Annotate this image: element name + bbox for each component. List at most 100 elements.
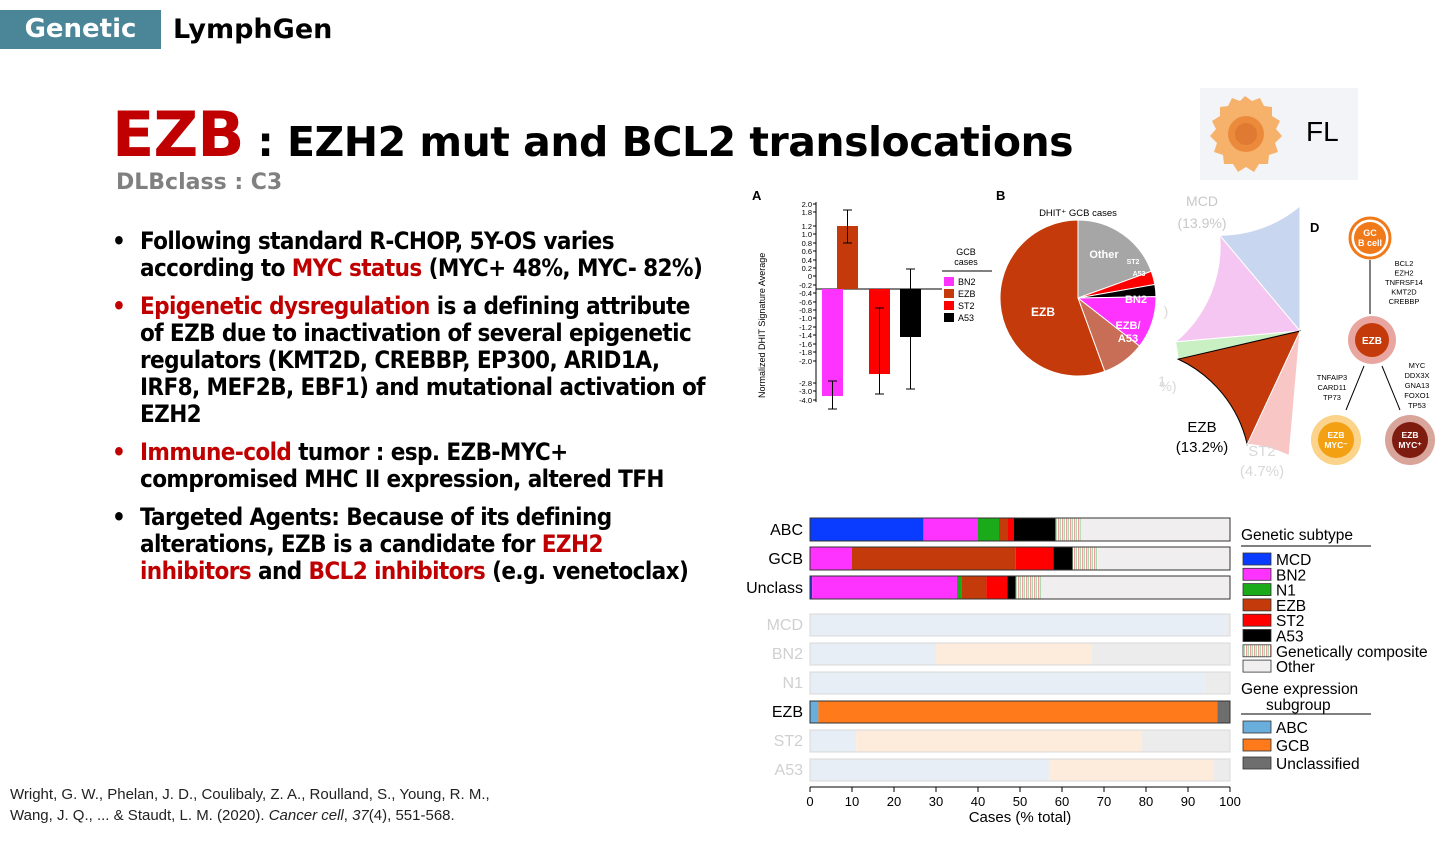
y-tick-label: -0.4	[799, 289, 812, 298]
slice-label: Other	[1089, 249, 1119, 261]
bullet-item: • Following standard R-CHOP, 5Y-OS varies…	[110, 228, 710, 282]
legend-title: Gene expression	[1241, 681, 1358, 698]
gene-label: TP53	[1408, 401, 1426, 410]
bar-segment	[810, 672, 1205, 694]
legend-title: subgroup	[1266, 697, 1331, 714]
gc-label: GC	[1363, 228, 1377, 238]
legend-swatch	[1242, 598, 1272, 612]
pie-label: ST2	[1248, 443, 1276, 460]
bullet-item: • Immune-cold tumor : esp. EZB-MYC+ compr…	[110, 439, 710, 493]
arrow-line	[1381, 365, 1401, 411]
row-label: A53	[775, 762, 804, 779]
legend-swatch	[1242, 629, 1272, 642]
bar-segment	[1204, 672, 1230, 694]
legend-swatch	[1242, 756, 1272, 770]
legend-title: GCB	[956, 247, 976, 257]
citation-journal: Cancer cell	[268, 807, 344, 824]
slice-ezb	[999, 219, 1106, 377]
legend-swatch	[1242, 644, 1272, 658]
section-tag: Genetic	[0, 10, 161, 49]
y-tick-label: -3.0	[799, 387, 812, 396]
x-tick-label: 40	[971, 794, 985, 809]
bullet-highlight: Epigenetic dysregulation	[140, 292, 430, 320]
bar-segment	[1041, 576, 1230, 599]
arrow-line	[1345, 365, 1365, 411]
slice-label: EZB/	[1115, 320, 1140, 332]
panel-a-chart: A 2.01.8 1.21.00.80.60.40.20-0.2-0.4-0.6-0…	[752, 188, 992, 410]
bar-segment	[1015, 576, 1041, 599]
legend-label: Genetically composite	[1276, 644, 1428, 661]
gene-label: DDX3X	[1404, 371, 1429, 380]
row-label: MCD	[767, 617, 803, 634]
bar-segment	[1055, 518, 1081, 541]
legend-swatch	[1242, 720, 1272, 734]
slice-label: ST2	[1127, 259, 1140, 266]
bullet-dot: •	[112, 292, 126, 320]
gene-label: EZH2	[1394, 269, 1413, 278]
gene-label: BCL2	[1395, 259, 1414, 268]
gene-label: TNFRSF14	[1385, 278, 1423, 287]
bar-segment	[812, 576, 957, 599]
legend-swatch	[944, 301, 954, 310]
y-tick-label: -1.2	[799, 323, 812, 332]
slice-label: EZB	[1031, 305, 1055, 319]
bullet-text: Targeted Agents: Because of its defining…	[140, 503, 612, 558]
pie-label: 1	[1158, 373, 1166, 389]
x-tick-label: 70	[1097, 794, 1111, 809]
bar-segment	[810, 547, 852, 570]
y-tick-label: -2.0	[799, 357, 812, 366]
bar-bn2	[822, 289, 843, 396]
y-tick-label: 1.8	[802, 208, 812, 217]
bar-outline	[809, 613, 1231, 637]
fl-label: FL	[1306, 116, 1339, 147]
legend-swatch	[1242, 552, 1272, 566]
y-tick-label: -4.0	[799, 396, 812, 405]
slice-label: BN2	[1125, 294, 1147, 306]
y-tick-label: -1.4	[799, 331, 812, 340]
legend-swatch	[1242, 738, 1272, 752]
legend-swatch	[1242, 567, 1272, 581]
myc-pos-node	[1392, 422, 1428, 458]
bar-segment	[810, 614, 1226, 636]
gene-label: GNA13	[1405, 381, 1430, 390]
bar-segment	[818, 701, 1218, 723]
bar-segment	[852, 547, 1016, 570]
bullet-dot: •	[112, 227, 126, 255]
row-label: EZB	[772, 704, 803, 721]
ezb-node	[1355, 323, 1389, 357]
citation-line2: Wang, J. Q., ... & Staudt, L. M. (2020).…	[10, 807, 455, 824]
bar-segment	[1013, 518, 1056, 541]
bar-ezb	[837, 226, 858, 289]
gene-label: CREBBP	[1389, 297, 1420, 306]
x-tick-label: 100	[1219, 794, 1241, 809]
bar-segment	[810, 643, 936, 665]
bullet-text: and	[251, 557, 309, 585]
myc-neg-node	[1318, 422, 1354, 458]
legend-swatch	[1242, 613, 1272, 627]
legend-title: cases	[954, 257, 978, 267]
myc-pos-label: EZB	[1402, 430, 1419, 440]
bar-segment	[957, 576, 962, 599]
bar-segment	[1072, 547, 1098, 570]
y-tick-label: 0.6	[802, 247, 812, 256]
bar-segment	[810, 759, 1050, 781]
bar-segment	[978, 518, 999, 541]
slice-bn2	[1173, 233, 1302, 343]
bar-segment	[856, 730, 1142, 752]
legend-label: BN2	[958, 277, 976, 287]
myc-neg-label: EZB	[1328, 430, 1345, 440]
pie-label: EZB	[1187, 419, 1216, 436]
legend-swatch	[1242, 659, 1272, 673]
bullet-text: is a defining attribute of EZB due to in…	[140, 292, 706, 428]
panel-b-pie: B DHIT⁺ GCB cases Other ST2 A53 BN2 EZB/A53 EZB	[996, 188, 1157, 377]
bar-segment	[1091, 643, 1230, 665]
gene-label: FOXO1	[1404, 391, 1429, 400]
legend-label: A53	[958, 313, 974, 323]
bar-segment	[986, 576, 1008, 599]
pie-label: MCD	[1186, 193, 1218, 209]
slice-ezb	[1176, 330, 1301, 446]
legend-swatch	[944, 289, 954, 298]
bullet-dot: •	[112, 503, 126, 531]
y-tick-label: 0.8	[802, 239, 812, 248]
slide-subtitle: DLBclass : C3	[116, 170, 283, 195]
